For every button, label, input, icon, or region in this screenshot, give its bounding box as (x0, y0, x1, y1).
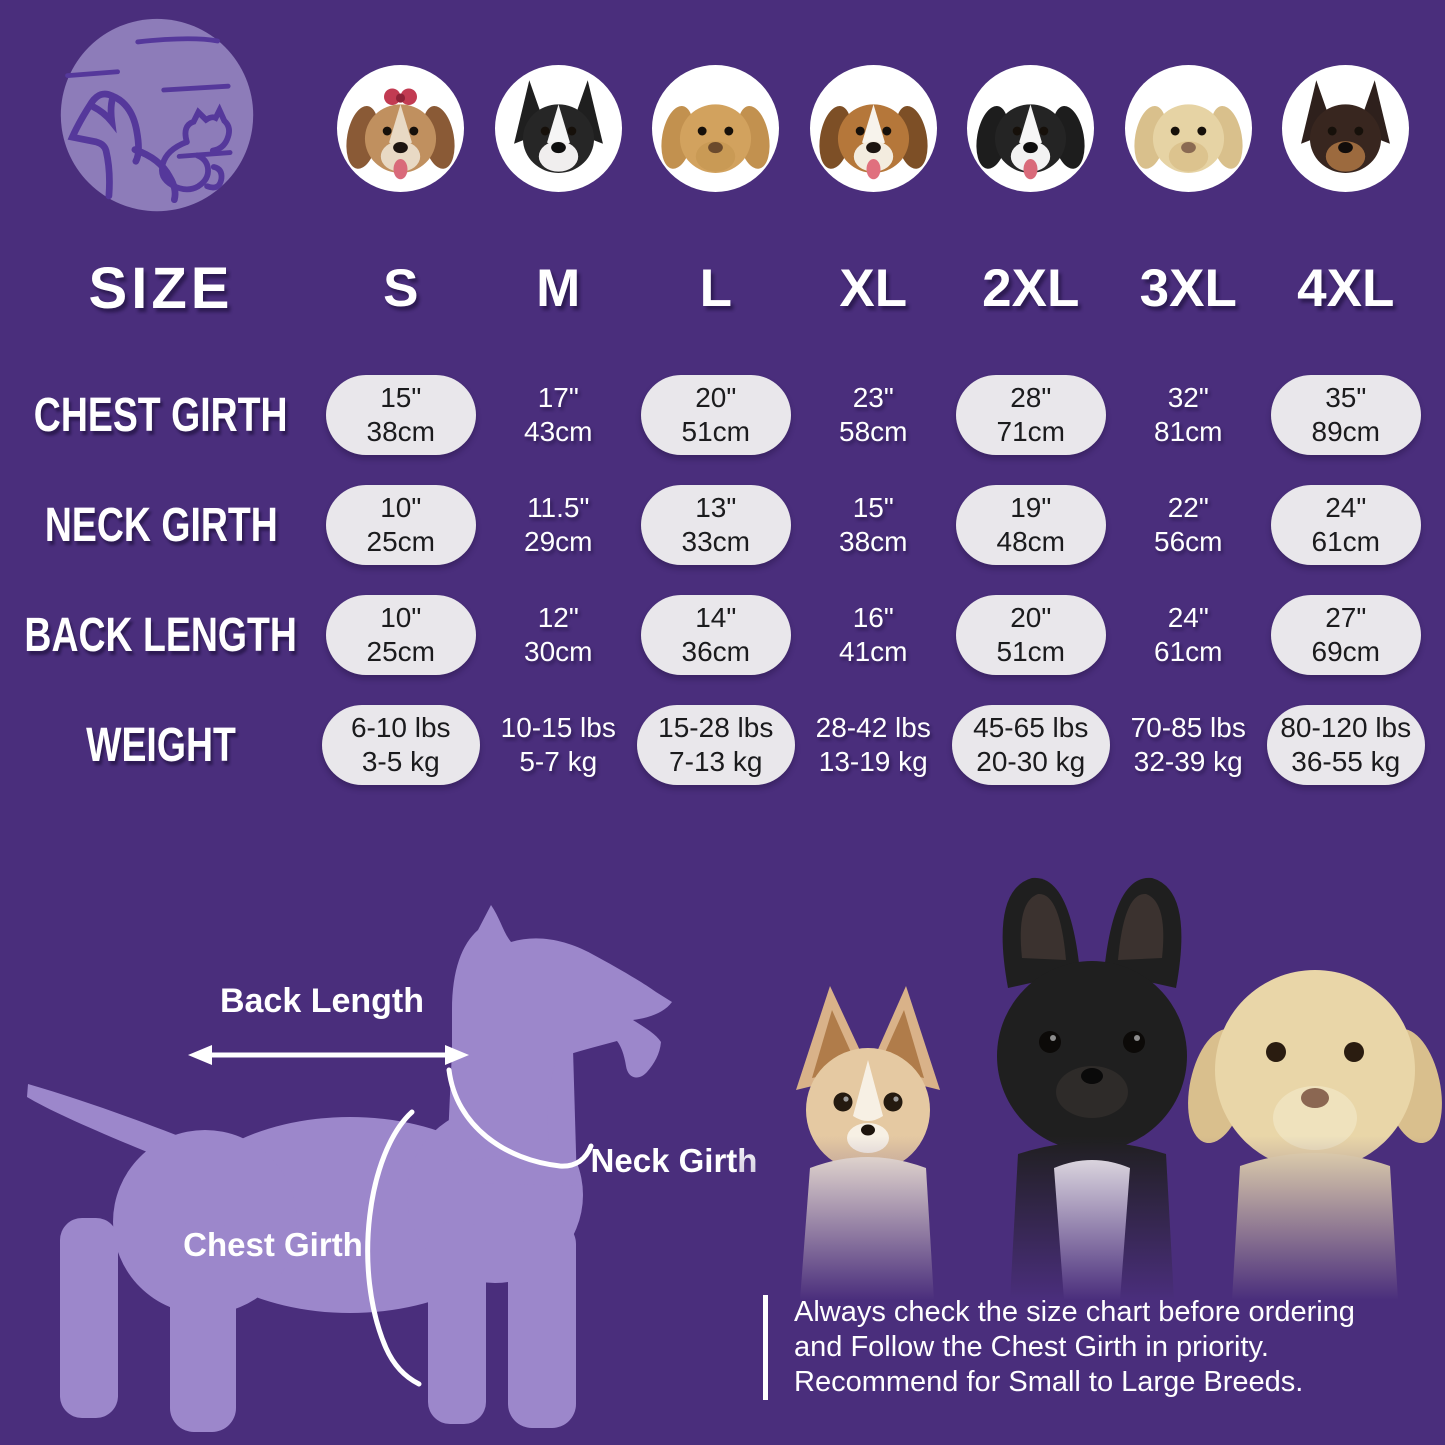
measurement-dog-silhouette: Back Length Neck Girth Chest Girth (27, 905, 758, 1432)
weight-l: 15-28 lbs 7-13 kg (637, 705, 795, 785)
size-col-xl: XL (839, 258, 908, 318)
arrow-head-left (188, 1045, 212, 1065)
neck-girth-diagram-label: Neck Girth (591, 1142, 758, 1179)
chest-girth-m: 17" 43cm (524, 382, 593, 447)
weight-label: WEIGHT (86, 718, 236, 772)
chest-girth-l: 20" 51cm (640, 375, 791, 455)
neck-girth-m: 11.5" 29cm (524, 492, 593, 557)
sizing-note-line-2: and Follow the Chest Girth in priority. (794, 1331, 1269, 1363)
weight-row: WEIGHT 6-10 lbs 3-5 kg 10-15 lbs 5-7 kg 15… (0, 690, 1425, 800)
weight-m: 10-15 lbs 5-7 kg (500, 712, 616, 777)
chest-girth-diagram-label: Chest Girth (183, 1226, 363, 1263)
size-col-l: L (699, 258, 732, 318)
sizing-note-line-1: Always check the size chart before order… (794, 1296, 1355, 1328)
weight-2xl: 45-65 lbs 20-30 kg (952, 705, 1110, 785)
logo-dog-outline (67, 90, 179, 204)
dog-head (452, 905, 672, 1162)
back-length-row: BACK LENGTH 10" 25cm 12" 30cm 14" 36cm 16" 4… (0, 580, 1425, 690)
chest-girth-3xl: 32" 81cm (1154, 382, 1223, 447)
chest-girth-s: 15" 38cm (325, 375, 476, 455)
size-title: SIZE (88, 255, 234, 321)
dog-and-cat-logo-icon (60, 18, 254, 212)
back-length-s: 10" 25cm (325, 595, 476, 675)
doberman-photo (1282, 64, 1410, 192)
labrador-photo (1124, 64, 1252, 192)
chest-girth-xl: 23" 58cm (839, 382, 908, 447)
neck-girth-l: 13" 33cm (640, 485, 791, 565)
size-header-row: SIZE S M L XL 2XL 3XL 4XL (0, 248, 1425, 328)
neck-girth-row: NECK GIRTH 10" 25cm 11.5" 29cm 13" 33cm 15"… (0, 470, 1425, 580)
sizing-note: Always check the size chart before order… (763, 1295, 1355, 1400)
size-col-s: S (383, 258, 419, 318)
logo-cat-outline (159, 103, 232, 193)
neck-girth-line (446, 1067, 594, 1169)
back-length-2xl: 20" 51cm (955, 595, 1106, 675)
back-length-4xl: 27" 69cm (1270, 595, 1421, 675)
neck-girth-s: 10" 25cm (325, 485, 476, 565)
back-length-l: 14" 36cm (640, 595, 791, 675)
neck-girth-xl: 15" 38cm (839, 492, 908, 557)
size-col-3xl: 3XL (1139, 258, 1237, 318)
boston-terrier-photo (494, 64, 622, 192)
back-length-3xl: 24" 61cm (1154, 602, 1223, 667)
back-length-xl: 16" 41cm (839, 602, 908, 667)
size-col-4xl: 4XL (1297, 258, 1395, 318)
cocker-spaniel-photo (652, 64, 780, 192)
size-col-m: M (536, 258, 581, 318)
chest-girth-2xl: 28" 71cm (955, 375, 1106, 455)
measurement-table: CHEST GIRTH 15" 38cm 17" 43cm 20" 51cm 23" 5… (0, 360, 1425, 800)
size-col-2xl: 2XL (982, 258, 1080, 318)
neck-girth-4xl: 24" 61cm (1270, 485, 1421, 565)
shih-tzu-photo (337, 64, 465, 192)
weight-3xl: 70-85 lbs 32-39 kg (1130, 712, 1246, 777)
photo-row-spacer (0, 64, 322, 192)
back-length-m: 12" 30cm (524, 602, 593, 667)
back-length-diagram-label: Back Length (220, 982, 424, 1020)
back-length-label: BACK LENGTH (24, 608, 298, 662)
chest-girth-row: CHEST GIRTH 15" 38cm 17" 43cm 20" 51cm 23" 5… (0, 360, 1425, 470)
arrow-head-right (445, 1045, 469, 1065)
chest-girth-4xl: 35" 89cm (1270, 375, 1421, 455)
weight-xl: 28-42 lbs 13-19 kg (815, 712, 931, 777)
neck-girth-3xl: 22" 56cm (1154, 492, 1223, 557)
weight-4xl: 80-120 lbs 36-55 kg (1267, 705, 1425, 785)
chest-girth-label: CHEST GIRTH (34, 388, 288, 442)
sizing-note-line-3: Recommend for Small to Large Breeds. (794, 1366, 1304, 1398)
neck-girth-label: NECK GIRTH (44, 498, 278, 552)
chest-girth-line (365, 1109, 422, 1387)
neck-girth-2xl: 19" 48cm (955, 485, 1106, 565)
border-collie-photo (967, 64, 1095, 192)
breed-photo-row (0, 64, 1425, 192)
weight-s: 6-10 lbs 3-5 kg (322, 705, 480, 785)
dog-trio-photo (740, 877, 1445, 1300)
beagle-photo (809, 64, 937, 192)
